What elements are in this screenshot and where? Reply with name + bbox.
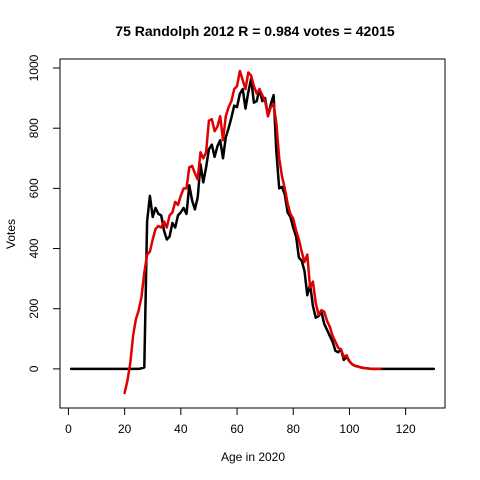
y-tick-label: 200: [27, 298, 41, 318]
series-line-black: [69, 77, 436, 371]
series-line-red: [123, 69, 382, 395]
plot-frame: [59, 58, 446, 409]
y-tick-label: 800: [27, 118, 41, 138]
series-layer: [69, 69, 436, 395]
x-axis-label: Age in 2020: [221, 450, 285, 464]
x-tick-label: 120: [396, 422, 416, 436]
x-tick-label: 0: [65, 422, 72, 436]
y-axis-label: Votes: [4, 219, 18, 249]
chart-title: 75 Randolph 2012 R = 0.984 votes = 42015: [115, 23, 395, 39]
y-axis: 0 200 400 600 800 1000: [27, 54, 60, 372]
y-tick-label: 1000: [27, 54, 41, 81]
y-tick-label: 0: [27, 365, 41, 372]
x-axis: 0 20 40 60 80 100 120: [65, 408, 416, 436]
x-tick-label: 20: [118, 422, 132, 436]
x-tick-label: 100: [339, 422, 359, 436]
y-tick-label: 600: [27, 178, 41, 198]
x-tick-label: 60: [230, 422, 244, 436]
x-tick-label: 40: [174, 422, 188, 436]
y-tick-label: 400: [27, 238, 41, 258]
x-tick-label: 80: [287, 422, 301, 436]
